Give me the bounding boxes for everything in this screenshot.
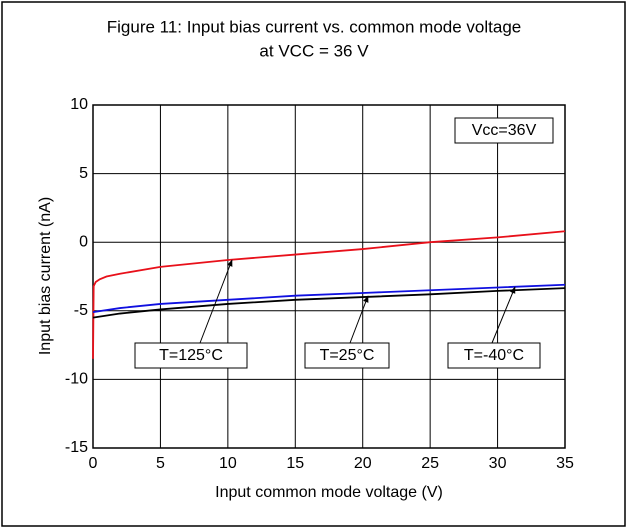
x-tick-label: 35: [556, 455, 574, 472]
label-arrow: [199, 259, 233, 344]
label-arrow: [349, 295, 369, 344]
x-tick-label: 0: [89, 455, 98, 472]
series-label: T=125°C: [159, 347, 223, 364]
label-box: [134, 342, 248, 369]
series-label: T=25°C: [320, 347, 375, 364]
y-tick-label: -15: [65, 439, 88, 456]
y-tick-label: -5: [74, 302, 88, 319]
label-box: [304, 342, 390, 369]
x-tick-label: 25: [421, 455, 439, 472]
chart-title: Figure 11: Input bias current vs. common…: [107, 17, 522, 36]
y-axis-label: Input bias current (nA): [37, 197, 54, 355]
x-axis-label: Input common mode voltage (V): [215, 484, 443, 501]
x-tick-label: 20: [354, 455, 372, 472]
series-line: [92, 287, 566, 319]
series-label: T=-40°C: [464, 347, 524, 364]
annotation: Vcc=36V: [472, 122, 537, 139]
y-tick-label: 5: [79, 165, 88, 182]
x-tick-label: 30: [489, 455, 507, 472]
label-arrow: [491, 286, 516, 344]
x-tick-label: 10: [219, 455, 237, 472]
series-line: [92, 283, 566, 314]
plot-frame: [92, 104, 566, 449]
series-line: [92, 230, 566, 359]
annotation-box: [454, 117, 554, 144]
label-box: [447, 342, 541, 369]
y-tick-label: 10: [70, 96, 88, 113]
x-tick-label: 5: [156, 455, 165, 472]
chart-subtitle: at VCC = 36 V: [259, 41, 369, 60]
y-tick-label: -10: [65, 371, 88, 388]
x-tick-label: 15: [286, 455, 304, 472]
y-tick-label: 0: [79, 233, 88, 250]
